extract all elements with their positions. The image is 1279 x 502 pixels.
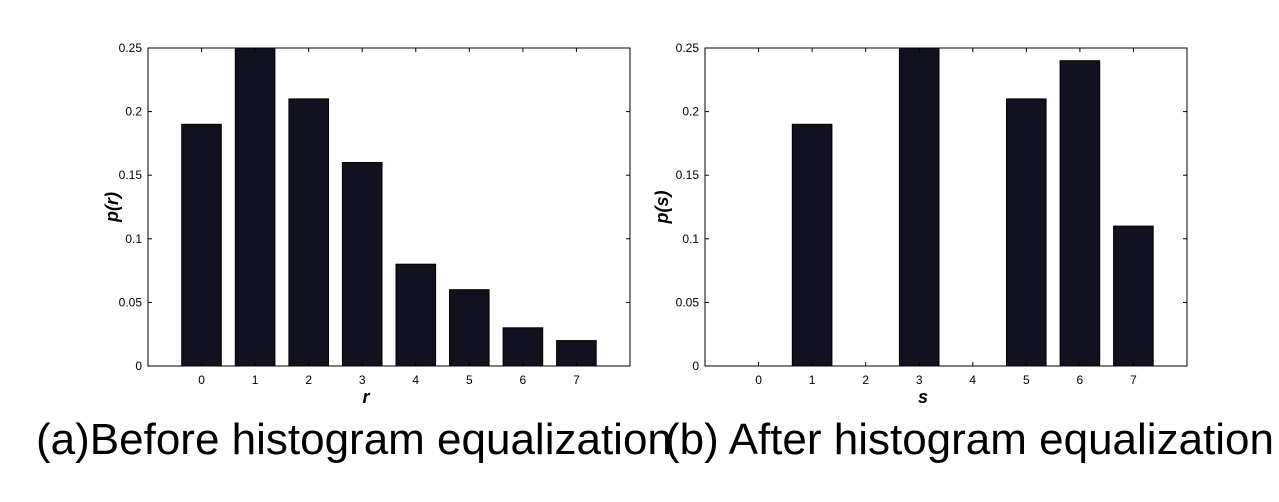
- caption-before: (a)Before histogram equalization: [36, 415, 672, 464]
- bar-1: [234, 47, 276, 367]
- x-tick-label: 4: [412, 373, 419, 387]
- x-ticks: 0 1 2 3 4 5 6 7: [198, 48, 580, 387]
- bar-4: [395, 263, 437, 367]
- y-tick-label: 0.15: [676, 168, 700, 182]
- y-tick-label: 0.25: [676, 41, 700, 55]
- plot-frame: [147, 47, 631, 367]
- x-axis-label: r: [362, 387, 370, 407]
- x-tick-label: 2: [862, 373, 869, 387]
- x-tick-label: 1: [252, 373, 259, 387]
- bars: [791, 47, 1154, 367]
- bar-5: [1006, 98, 1047, 367]
- x-tick-label: 6: [1077, 373, 1084, 387]
- x-tick-label: 1: [809, 373, 816, 387]
- bar-3: [898, 47, 940, 367]
- x-tick-label: 3: [359, 373, 366, 387]
- y-tick-label: 0.15: [119, 168, 143, 182]
- bar-7: [1113, 225, 1154, 367]
- y-tick-label: 0.1: [682, 232, 699, 246]
- x-tick-label: 7: [1130, 373, 1137, 387]
- bar-0: [181, 123, 222, 367]
- x-tick-label: 4: [969, 373, 976, 387]
- chart-before-equalization: 0 0.05 0.1 0.15 0.2 0.25 0 1 2 3 4 5 6 7 p(r) r: [102, 41, 631, 407]
- x-tick-label: 6: [520, 373, 527, 387]
- x-tick-label: 5: [1023, 373, 1030, 387]
- y-tick-label: 0.05: [676, 295, 700, 309]
- x-tick-label: 7: [573, 373, 580, 387]
- plot-frame: [704, 47, 1188, 367]
- y-tick-label: 0.25: [119, 41, 143, 55]
- y-ticks: 0 0.05 0.1 0.15 0.2 0.25: [119, 41, 630, 373]
- x-tick-label: 0: [198, 373, 205, 387]
- chart-after-equalization: 0 0.05 0.1 0.15 0.2 0.25 0 1 2 3 4 5 6 7 p(s) s: [652, 41, 1188, 407]
- y-tick-label: 0.2: [125, 105, 142, 119]
- y-tick-label: 0.05: [119, 295, 143, 309]
- y-ticks: 0 0.05 0.1 0.15 0.2 0.25: [676, 41, 1187, 373]
- bar-5: [449, 289, 490, 367]
- x-tick-label: 5: [466, 373, 473, 387]
- x-axis-label: s: [918, 387, 928, 407]
- y-axis-label: p(r): [102, 192, 122, 223]
- y-axis-label: p(s): [652, 191, 672, 225]
- bar-2: [288, 98, 329, 367]
- bar-3: [341, 162, 383, 367]
- y-tick-label: 0: [692, 359, 699, 373]
- y-tick-label: 0.1: [125, 232, 142, 246]
- x-tick-label: 2: [305, 373, 312, 387]
- bar-1: [791, 123, 833, 367]
- caption-after: (b) After histogram equalization: [665, 415, 1274, 464]
- y-tick-label: 0.2: [682, 105, 699, 119]
- x-tick-label: 3: [916, 373, 923, 387]
- y-tick-label: 0: [135, 359, 142, 373]
- x-tick-label: 0: [755, 373, 762, 387]
- bar-6: [1059, 60, 1101, 367]
- x-ticks: 0 1 2 3 4 5 6 7: [755, 48, 1137, 387]
- bar-6: [502, 327, 544, 367]
